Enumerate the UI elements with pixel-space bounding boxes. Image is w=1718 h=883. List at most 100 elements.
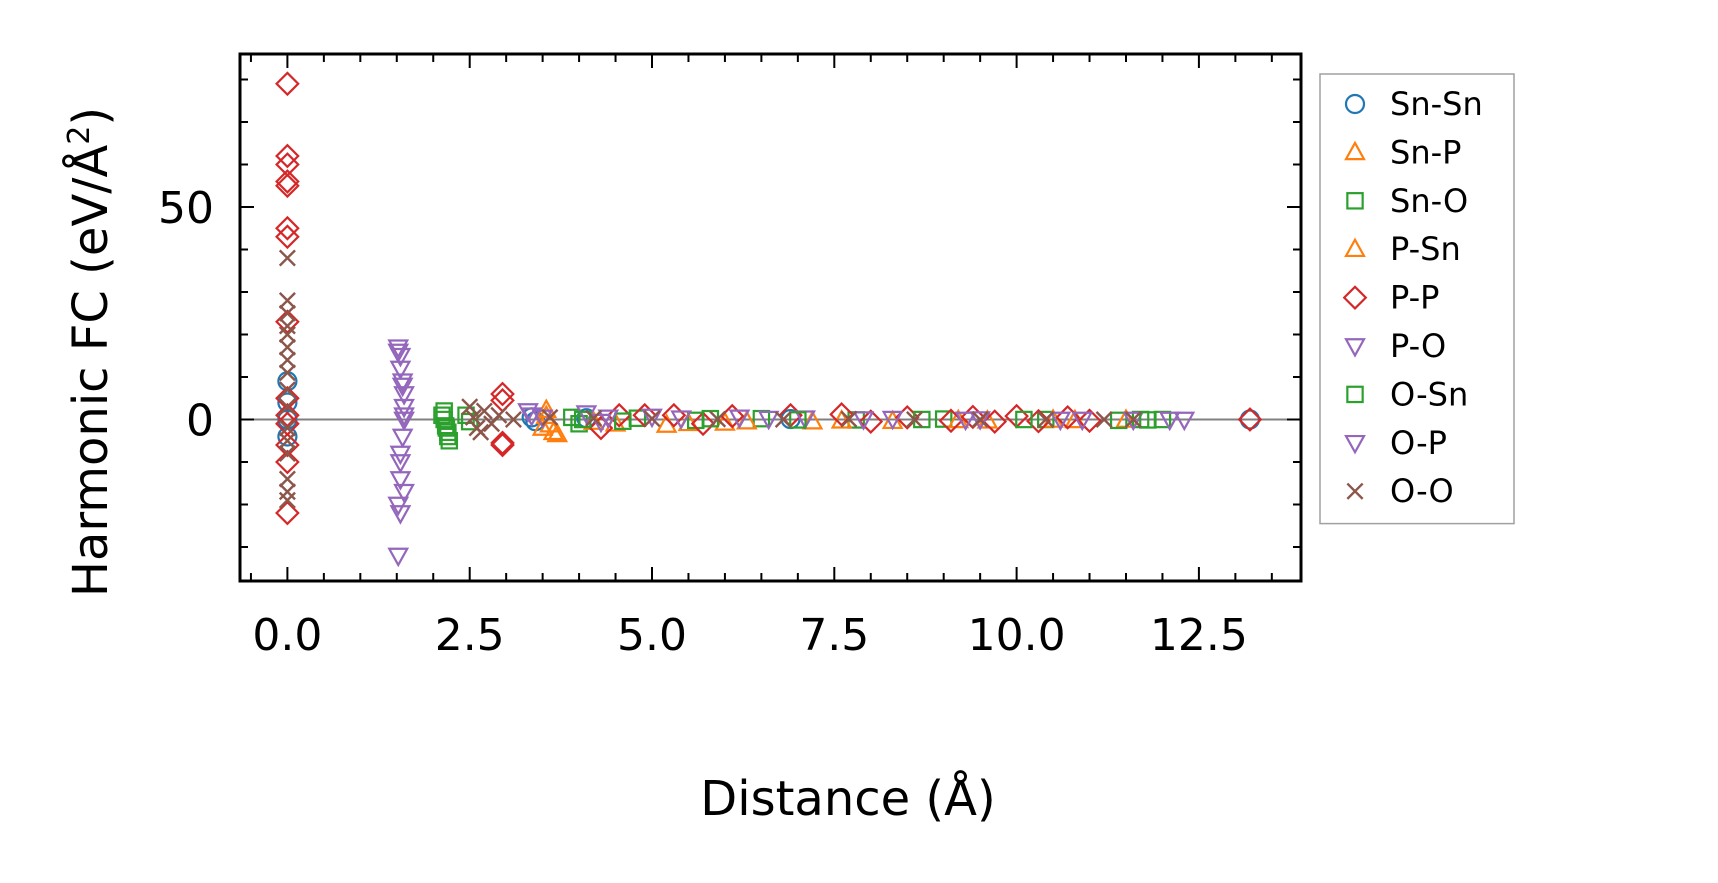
data-point xyxy=(1109,411,1128,430)
plot-area xyxy=(240,71,1301,568)
data-point xyxy=(858,409,884,434)
data-point xyxy=(852,411,875,431)
legend-label: Sn-Sn xyxy=(1390,85,1483,123)
data-point xyxy=(490,430,515,456)
legend-entry: O-Sn xyxy=(1346,375,1468,413)
legend-marker xyxy=(1344,434,1366,455)
data-point xyxy=(393,386,415,406)
data-point xyxy=(976,409,999,429)
data-point xyxy=(387,547,410,568)
data-point xyxy=(1122,411,1145,432)
x-tick-label: 7.5 xyxy=(799,610,869,661)
data-point xyxy=(275,432,300,458)
data-point xyxy=(278,317,296,335)
data-point xyxy=(517,403,539,423)
data-point xyxy=(906,411,924,428)
legend-label: Sn-O xyxy=(1390,182,1468,220)
data-point xyxy=(934,410,953,428)
data-point xyxy=(278,292,296,309)
legend-entry: Sn-P xyxy=(1344,133,1461,171)
legend-marker xyxy=(1344,140,1366,161)
data-point xyxy=(278,364,296,382)
y-axis-label: Harmonic FC (eV/Å2) xyxy=(62,107,119,597)
data-point xyxy=(278,326,296,343)
series-o-p xyxy=(387,343,1181,568)
legend-label: Sn-P xyxy=(1390,133,1461,171)
legend-marker xyxy=(1342,285,1368,310)
legend-label: O-P xyxy=(1390,424,1447,462)
legend-entry: O-P xyxy=(1344,424,1447,462)
x-tick-label: 12.5 xyxy=(1150,610,1248,661)
legend-entry: O-O xyxy=(1346,472,1454,510)
data-point xyxy=(275,500,300,526)
axis-tick-labels: 0.0 2.5 5.0 7.5 10.0 12.5 0 50 xyxy=(158,183,1248,661)
data-point xyxy=(278,381,296,399)
data-point xyxy=(531,416,554,436)
legend-entry: Sn-O xyxy=(1346,182,1468,220)
x-tick-label: 2.5 xyxy=(435,610,505,661)
data-point xyxy=(275,402,300,428)
data-point xyxy=(440,432,459,450)
data-point xyxy=(457,406,475,425)
data-point xyxy=(971,411,989,428)
data-point xyxy=(275,215,300,241)
data-point xyxy=(275,143,300,169)
data-point xyxy=(275,71,300,97)
data-point xyxy=(774,411,792,428)
legend-marker xyxy=(1344,237,1366,258)
legend-marker xyxy=(1346,385,1364,404)
x-tick-label: 0.0 xyxy=(252,610,322,661)
data-point xyxy=(789,411,807,429)
data-point xyxy=(278,398,296,416)
legend-entry: P-O xyxy=(1344,327,1446,365)
data-point xyxy=(585,409,603,427)
y-tick-label: 0 xyxy=(186,396,214,447)
data-point xyxy=(461,398,479,416)
data-point xyxy=(728,409,751,430)
series-o-o xyxy=(278,249,1142,509)
data-point xyxy=(278,419,296,437)
data-point xyxy=(278,432,296,450)
data-point xyxy=(472,423,490,441)
data-point xyxy=(278,351,296,369)
data-point xyxy=(1015,410,1033,429)
data-point xyxy=(278,249,296,267)
data-point xyxy=(982,409,1008,434)
data-point xyxy=(278,304,296,322)
data-point xyxy=(969,411,992,431)
data-point xyxy=(546,422,569,443)
data-point xyxy=(464,408,482,426)
data-point xyxy=(275,169,300,194)
legend-entry: Sn-Sn xyxy=(1344,85,1483,123)
data-point xyxy=(1158,411,1181,432)
data-point xyxy=(1173,411,1196,432)
legend-entry: P-Sn xyxy=(1344,230,1461,268)
data-point xyxy=(275,173,300,199)
data-point xyxy=(520,407,543,427)
x-tick-label: 5.0 xyxy=(617,610,687,661)
data-point xyxy=(393,411,415,432)
data-point xyxy=(1071,411,1094,432)
y-tick-label: 50 xyxy=(158,183,214,234)
data-point xyxy=(881,410,904,431)
data-point xyxy=(391,428,414,449)
data-point xyxy=(275,385,300,411)
legend-marker xyxy=(1344,93,1366,115)
data-point xyxy=(393,407,415,427)
data-point xyxy=(389,360,412,381)
data-point xyxy=(275,224,300,250)
axis-ticks xyxy=(238,52,1303,583)
y-axis-label-main: Harmonic FC (eV/Å xyxy=(62,145,119,598)
data-point xyxy=(1139,411,1157,429)
data-point xyxy=(490,381,515,407)
legend-label: O-O xyxy=(1390,472,1454,510)
data-point xyxy=(1095,411,1113,428)
y-axis-label-close: ) xyxy=(63,107,119,126)
data-point xyxy=(389,454,412,474)
series-o-sn xyxy=(433,406,1157,446)
data-point xyxy=(504,411,522,428)
legend-marker xyxy=(1346,192,1364,210)
legend-marker xyxy=(1344,338,1366,358)
data-point xyxy=(1077,408,1102,434)
